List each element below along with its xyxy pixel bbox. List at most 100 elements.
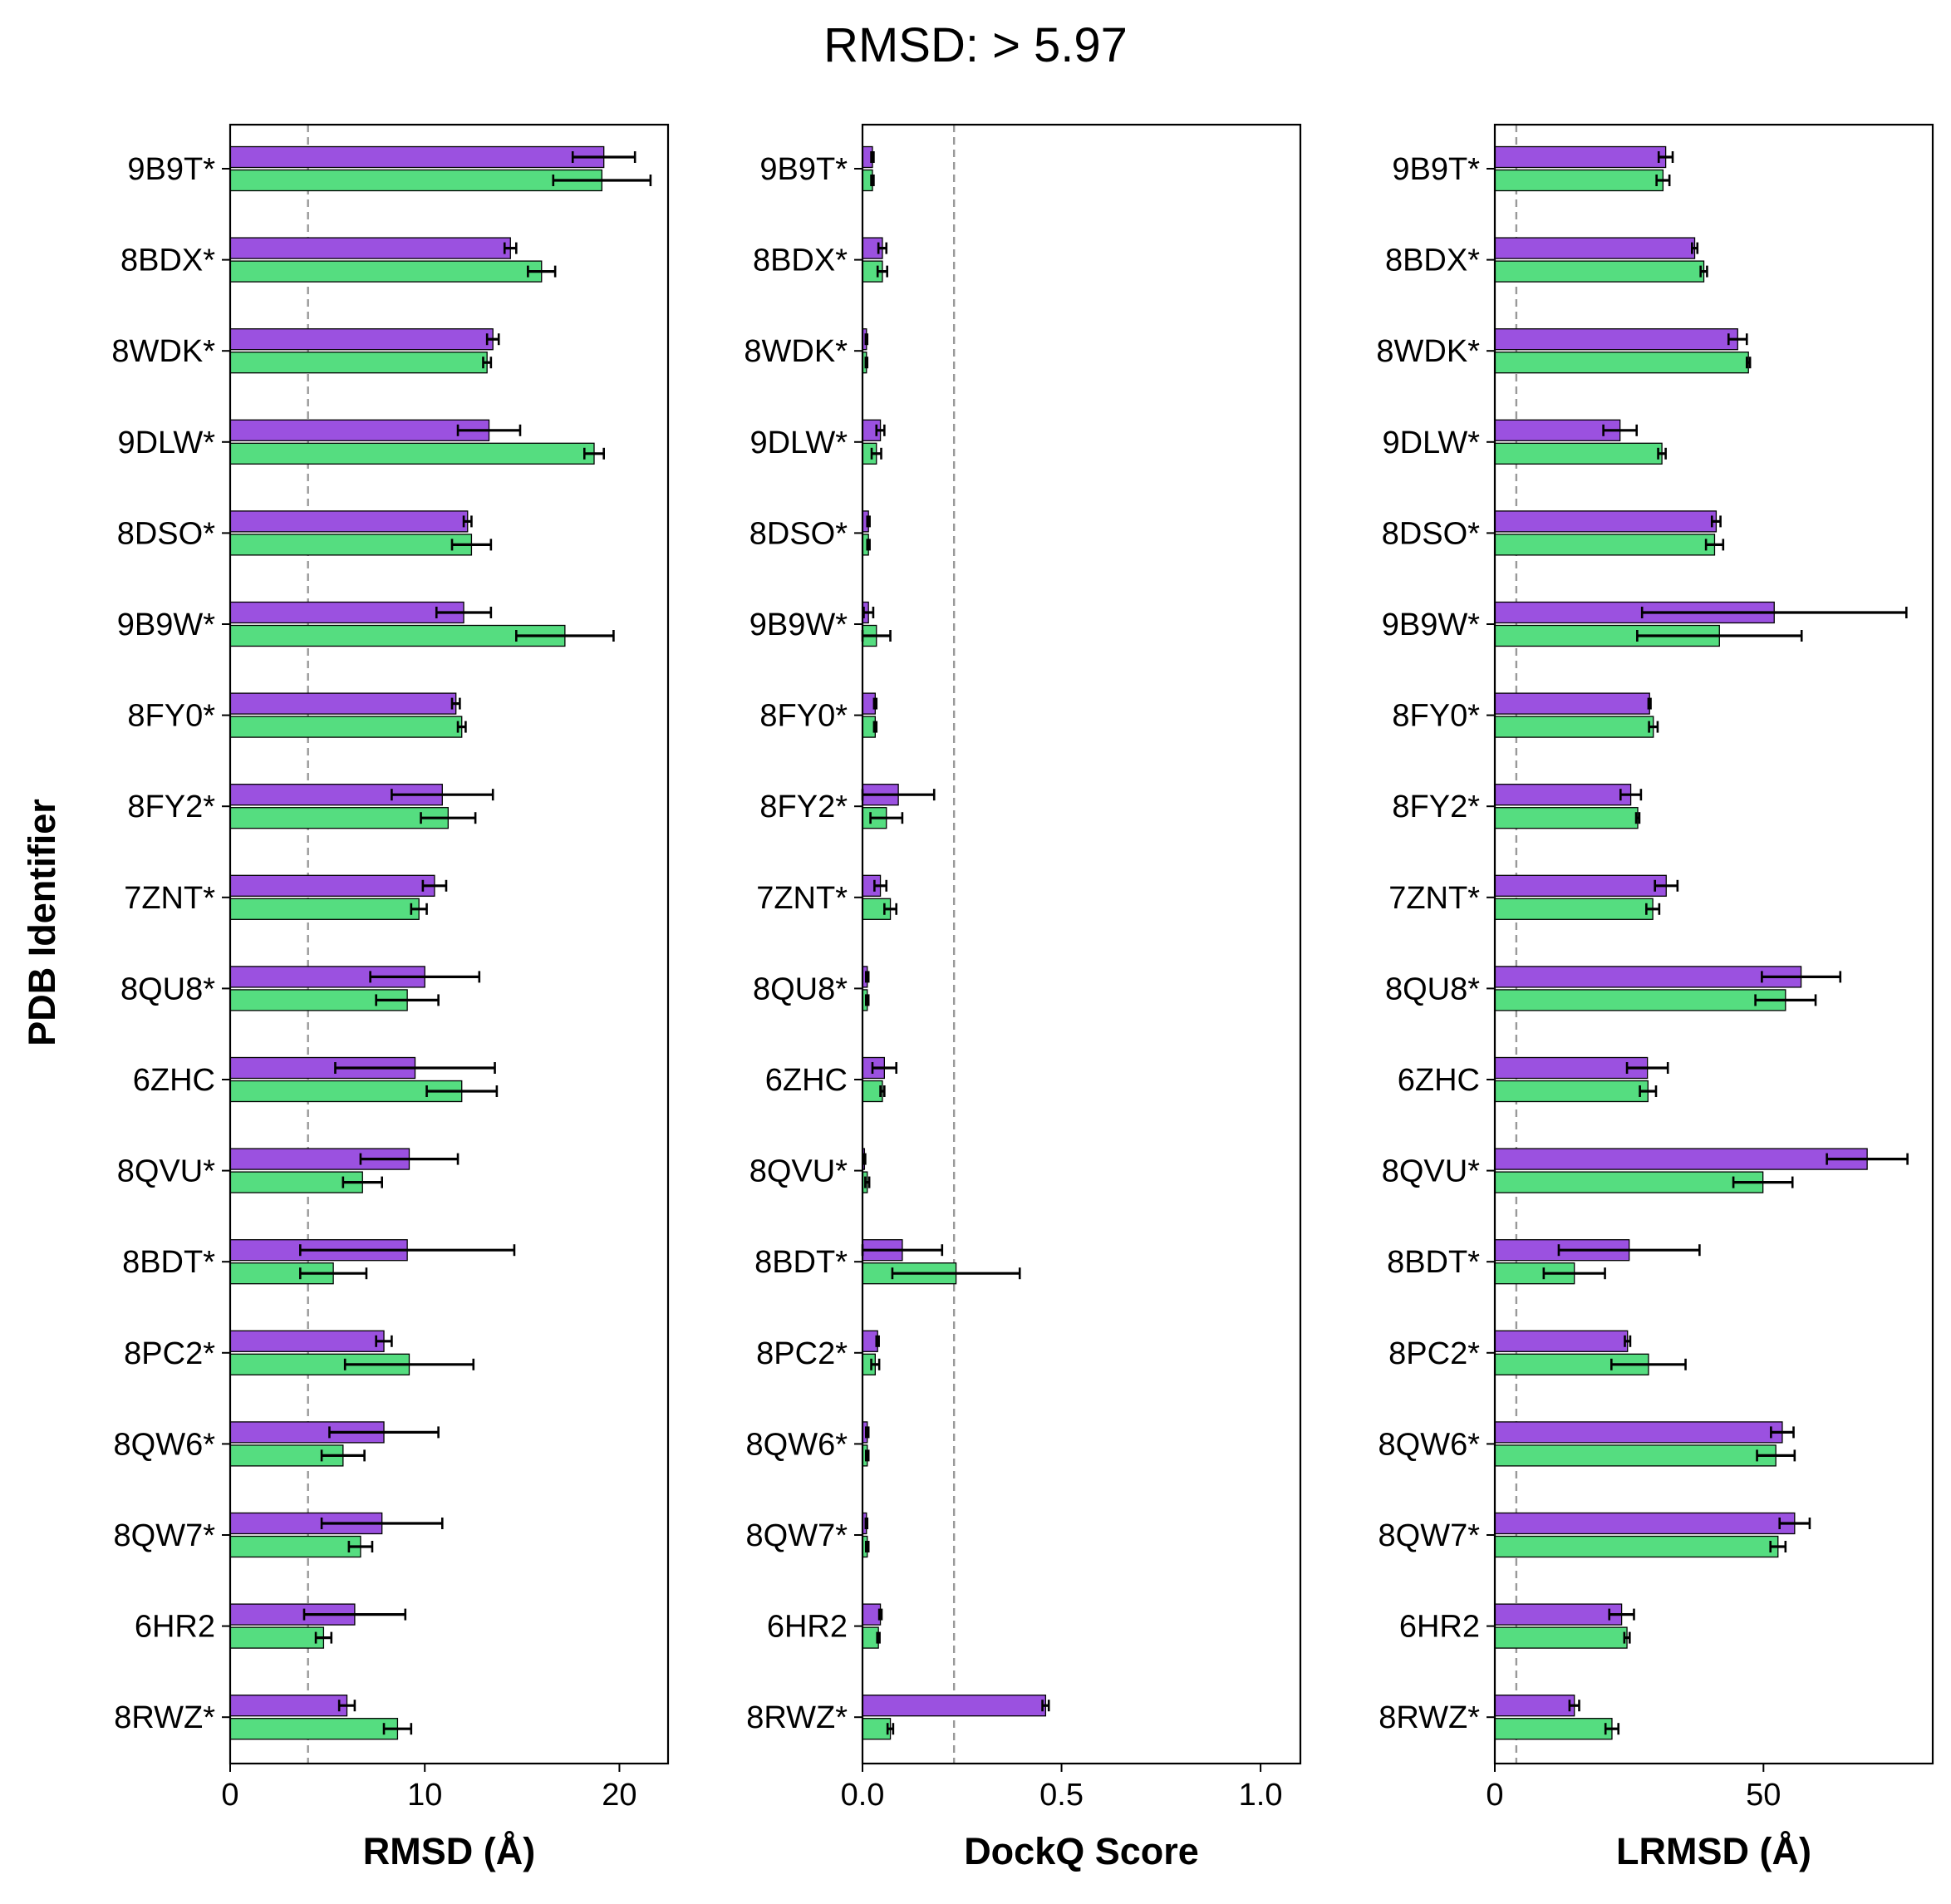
y-tick-label: 7ZNT* — [124, 881, 215, 916]
bar — [1494, 260, 1705, 283]
axes-frame — [1493, 123, 1934, 1765]
y-tick-label: 9B9T* — [1392, 152, 1480, 187]
y-tick-label: 8FY2* — [1392, 790, 1480, 824]
y-tick-label: 8PC2* — [756, 1336, 848, 1371]
y-tick-label: 6HR2 — [135, 1610, 215, 1645]
rmsd-panel: 9B9T* 8BDX* 8WDK* 9DLW* 8DSO* 9B9W* 8FY0* 8FY2*… — [111, 123, 670, 1872]
bar — [1494, 989, 1786, 1011]
y-tick-label: 8QW6* — [114, 1427, 216, 1462]
bar — [1494, 1718, 1613, 1740]
bar — [229, 442, 595, 465]
x-axis-label: LRMSD (Å) — [1616, 1830, 1811, 1872]
bar — [1494, 898, 1654, 920]
y-tick-label: 6ZHC — [133, 1063, 215, 1098]
bar — [229, 419, 490, 441]
axes-frame — [229, 123, 670, 1765]
x-tick-label: 0.5 — [1039, 1778, 1084, 1813]
bar — [1494, 1695, 1575, 1717]
y-tick-label: 8FY2* — [759, 790, 848, 824]
y-tick-label: 8QU8* — [120, 972, 215, 1006]
bar — [229, 601, 464, 624]
bar — [229, 510, 469, 533]
y-tick-label: 9B9W* — [749, 608, 848, 642]
y-tick-label: 8WDK* — [111, 334, 215, 369]
bar — [229, 1695, 348, 1717]
y-tick-label: 7ZNT* — [1388, 881, 1480, 916]
y-tick-label: 9B9W* — [1382, 608, 1480, 642]
y-tick-label: 8QU8* — [753, 972, 848, 1006]
bar — [229, 1535, 361, 1558]
bar — [229, 260, 543, 283]
y-tick-label: 8RWZ* — [114, 1700, 215, 1735]
bar — [1494, 145, 1667, 169]
bar — [1494, 692, 1650, 715]
y-tick-label: 8QU8* — [1385, 972, 1480, 1006]
bar — [1494, 966, 1802, 988]
bar — [1494, 784, 1632, 806]
x-tick-label: 0 — [221, 1778, 238, 1813]
figure-title: RMSD: > 5.97 — [823, 18, 1128, 72]
bar — [1494, 1421, 1783, 1444]
x-axis-label: DockQ Score — [964, 1830, 1199, 1872]
x-tick-label: 20 — [602, 1778, 636, 1813]
x-tick-label: 0 — [1486, 1778, 1503, 1813]
y-tick-label: 8QW7* — [1378, 1518, 1481, 1553]
y-tick-label: 8QVU* — [1382, 1154, 1480, 1189]
y-axis-label: PDB Identifier — [21, 799, 63, 1046]
bar — [1494, 328, 1738, 351]
y-tick-label: 8PC2* — [1388, 1336, 1480, 1371]
bar — [229, 1330, 385, 1352]
x-axis-label: RMSD (Å) — [363, 1830, 535, 1872]
bar — [1494, 1603, 1623, 1626]
bar — [1494, 442, 1663, 465]
bar — [1494, 1080, 1649, 1103]
bar — [229, 1718, 399, 1740]
y-tick-label: 8FY2* — [127, 790, 215, 824]
bar — [1494, 1535, 1779, 1558]
y-tick-label: 8FY0* — [759, 699, 848, 734]
y-tick-label: 8FY0* — [1392, 699, 1480, 734]
y-tick-label: 6ZHC — [765, 1063, 848, 1098]
bar — [1494, 510, 1718, 533]
bar — [229, 692, 457, 715]
bar — [862, 1626, 879, 1649]
y-tick-label: 9DLW* — [117, 426, 215, 460]
bar — [229, 807, 449, 829]
bar — [1494, 169, 1664, 192]
bar — [1494, 352, 1749, 374]
y-tick-label: 8DSO* — [1382, 516, 1480, 551]
bar — [1494, 1626, 1628, 1649]
bar — [862, 1603, 882, 1626]
y-tick-label: 8WDK* — [1376, 334, 1480, 369]
y-tick-label: 8BDT* — [1387, 1245, 1480, 1280]
bar — [229, 145, 605, 169]
axes-frame — [861, 123, 1302, 1765]
y-tick-label: 8FY0* — [127, 699, 215, 734]
bar — [1494, 1171, 1764, 1193]
y-tick-label: 8BDT* — [122, 1245, 215, 1280]
bar — [1494, 874, 1667, 897]
y-tick-label: 8DSO* — [117, 516, 215, 551]
bar — [1494, 1444, 1777, 1467]
x-tick-label: 0.0 — [841, 1778, 885, 1813]
y-tick-label: 6ZHC — [1398, 1063, 1480, 1098]
bar — [229, 1626, 325, 1649]
y-tick-label: 8QVU* — [749, 1154, 848, 1189]
x-tick-label: 10 — [407, 1778, 442, 1813]
bar — [1494, 419, 1621, 441]
y-tick-label: 8BDT* — [754, 1245, 848, 1280]
y-tick-label: 9B9W* — [117, 608, 215, 642]
y-tick-label: 8BDX* — [1385, 244, 1480, 278]
y-tick-label: 7ZNT* — [756, 881, 848, 916]
bar — [1494, 237, 1696, 259]
y-tick-label: 6HR2 — [1399, 1610, 1480, 1645]
bar — [229, 898, 420, 920]
y-tick-label: 8PC2* — [124, 1336, 215, 1371]
bar — [862, 1695, 1047, 1717]
bar — [229, 237, 511, 259]
y-tick-label: 8BDX* — [753, 244, 848, 278]
bar — [1494, 716, 1654, 738]
bar — [1494, 1148, 1868, 1170]
y-tick-label: 9B9T* — [127, 152, 215, 187]
